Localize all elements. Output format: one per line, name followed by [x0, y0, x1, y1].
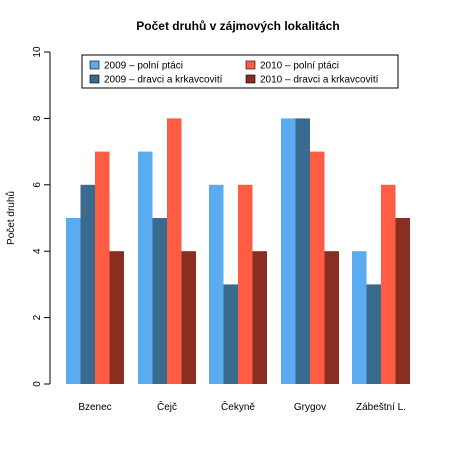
legend-label: 2009 – dravci a krkavcovití [104, 75, 223, 86]
bar [223, 284, 238, 384]
bar [352, 251, 367, 384]
bar [181, 251, 196, 384]
bar [310, 151, 325, 384]
legend: 2009 – polní ptáci 2009 – dravci a krkavc… [81, 54, 399, 89]
x-tick-label: Grygov [294, 402, 326, 413]
bar [167, 118, 182, 385]
bar-group [281, 118, 339, 385]
x-tick-label: Zábeštní L. [356, 402, 406, 413]
bar-group [209, 184, 267, 384]
bar [381, 184, 396, 384]
bar [395, 218, 410, 384]
bar-group [138, 118, 196, 385]
y-tick-label: 8 [32, 115, 43, 121]
bar [238, 184, 253, 384]
bar [66, 218, 81, 384]
legend-swatch [89, 60, 100, 70]
bars-group [66, 118, 410, 385]
bar [109, 251, 124, 384]
x-tick-label: Čekyně [221, 400, 255, 413]
y-tick-label: 6 [32, 182, 43, 188]
x-axis: Bzenec Čejč Čekyně Grygov Zábeštní L. [78, 400, 406, 413]
y-tick-label: 2 [32, 314, 43, 320]
legend-label: 2010 – dravci a krkavcovití [260, 75, 379, 86]
bar [152, 218, 167, 384]
legend-label: 2010 – polní ptáci [260, 61, 339, 72]
bar-group [352, 184, 410, 384]
bar [295, 118, 310, 385]
y-tick-label: 0 [32, 381, 43, 387]
x-tick-label: Bzenec [78, 402, 111, 413]
legend-swatch [245, 60, 256, 70]
y-tick-label: 4 [32, 248, 43, 254]
y-tick-label: 10 [32, 46, 43, 58]
legend-box [81, 54, 399, 89]
bar [366, 284, 381, 384]
y-axis-label: Počet druhů [5, 191, 17, 245]
legend-swatch [245, 74, 256, 84]
legend-label: 2009 – polní ptáci [104, 61, 183, 72]
y-axis: 0 2 4 6 8 10 [32, 46, 51, 387]
bar [80, 184, 95, 384]
bar [281, 118, 296, 385]
bar [209, 184, 224, 384]
bar-group [66, 151, 124, 384]
bar [324, 251, 339, 384]
x-tick-label: Čejč [157, 400, 177, 413]
legend-swatch [89, 74, 100, 84]
bar [95, 151, 110, 384]
chart-title: Počet druhů v zájmových lokalitách [136, 19, 339, 33]
bar [252, 251, 267, 384]
bar [138, 151, 153, 384]
